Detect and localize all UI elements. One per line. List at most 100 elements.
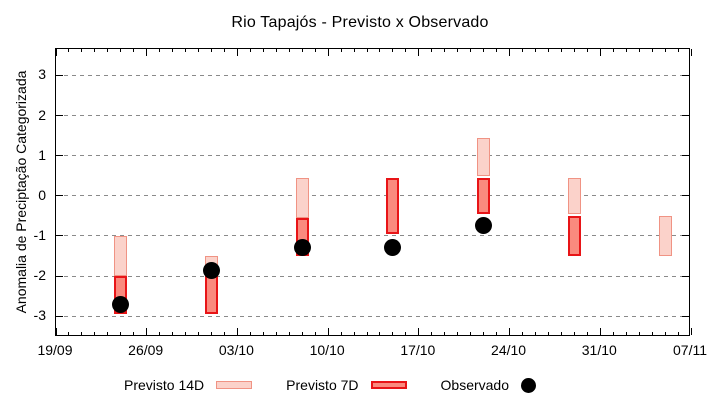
x-major-tick [509,49,511,56]
gridline-y3 [56,74,689,76]
x-minor-tick [392,332,394,335]
observado-point-08/10 [293,239,311,257]
x-minor-tick [664,49,666,52]
x-minor-tick [573,332,575,335]
y-major-tick [56,315,63,317]
x-major-tick [55,49,57,56]
x-minor-tick [547,332,549,335]
y-major-tick [682,275,689,277]
x-minor-tick [366,49,368,52]
x-minor-tick [198,49,200,52]
x-minor-tick [94,332,96,335]
x-tick-label-17/10: 17/10 [400,342,436,358]
y-tick-label--1: -1 [33,226,46,243]
x-minor-tick [81,49,83,52]
x-tick-label-24/10: 24/10 [491,342,527,358]
x-minor-tick [159,49,161,52]
x-minor-tick [638,332,640,335]
x-minor-tick [172,49,174,52]
x-minor-tick [625,332,627,335]
x-minor-tick [405,49,407,52]
x-major-tick [236,49,238,56]
y-major-tick [56,275,63,277]
x-minor-tick [483,332,485,335]
x-minor-tick [211,332,212,335]
x-minor-tick [172,332,174,335]
x-minor-tick [133,332,135,335]
x-minor-tick [573,49,575,52]
x-tick-label-31/10: 31/10 [581,342,617,358]
x-tick-label-26/09: 26/09 [128,342,164,358]
x-minor-tick [120,332,122,335]
x-minor-tick [107,49,109,52]
y-major-tick [682,235,689,237]
y-tick-label--3: -3 [33,307,46,324]
x-minor-tick [81,332,83,335]
legend-item-observado: Observado [441,377,536,393]
previsto7-bar-22/10 [477,177,491,214]
previsto7-bar-29/10 [567,215,581,256]
x-minor-tick [664,332,666,335]
gridline-y-3 [56,315,689,317]
x-minor-tick [314,332,316,335]
x-minor-tick [651,332,653,335]
x-minor-tick [133,49,135,52]
x-minor-tick [353,332,355,335]
x-major-tick [418,328,420,335]
x-minor-tick [262,49,264,52]
x-minor-tick [353,49,355,52]
x-minor-tick [301,49,303,52]
plot-area [55,48,692,336]
y-tick-label-0: 0 [38,186,46,203]
x-minor-tick [651,49,653,52]
observado-point-22/10 [475,217,493,235]
x-minor-tick [275,49,277,52]
x-minor-tick [457,49,459,52]
x-minor-tick [612,49,614,52]
x-minor-tick [586,49,588,52]
x-minor-tick [457,332,459,335]
x-minor-tick [560,49,562,52]
x-major-tick [236,328,238,335]
x-minor-tick [638,49,640,52]
x-minor-tick [431,332,433,335]
x-major-tick [418,49,420,56]
y-major-tick [682,74,689,76]
legend-label-observado: Observado [440,377,509,393]
x-minor-tick [120,49,122,52]
gridline-y1 [56,155,689,157]
previsto7-bar-01/10 [205,276,218,315]
x-minor-tick [496,49,498,52]
observado-dot-swatch [521,377,536,393]
x-minor-tick [379,49,381,52]
x-major-tick [146,328,148,335]
x-minor-tick [301,332,303,335]
x-minor-tick [262,332,264,335]
previsto14-bar-22/10 [477,137,491,176]
x-minor-tick [159,332,161,335]
y-tick-label-3: 3 [38,66,46,83]
legend: Previsto 14D Previsto 7D Observado [0,377,660,393]
previsto7-swatch [370,381,407,389]
gridline-y-1 [56,235,689,237]
previsto14-bar-24/09 [114,235,128,277]
x-minor-tick [314,49,316,52]
previsto14-bar-05/11 [658,215,672,256]
previsto7-bar-15/10 [386,177,400,234]
y-tick-label-2: 2 [38,106,46,123]
x-minor-tick [379,332,381,335]
previsto14-bar-29/10 [567,177,581,214]
x-major-tick [327,49,329,56]
x-major-tick [690,49,692,56]
previsto14-bar-08/10 [295,177,309,218]
y-tick-label-1: 1 [38,146,46,163]
x-tick-label-07/11: 07/11 [673,342,707,358]
x-minor-tick [431,49,433,52]
observado-point-24/09 [112,295,130,313]
y-tick-label--2: -2 [33,267,46,284]
x-minor-tick [249,332,251,335]
x-minor-tick [68,49,70,52]
x-minor-tick [612,332,614,335]
y-major-tick [56,235,63,237]
